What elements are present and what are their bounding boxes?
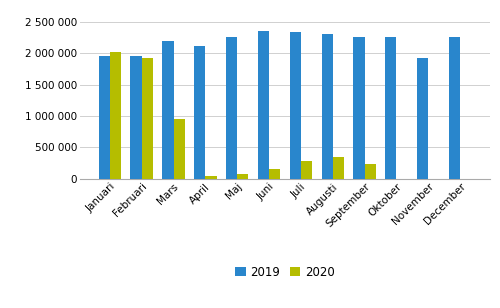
Bar [269, 169, 280, 179]
Bar [333, 157, 344, 179]
Bar [258, 31, 269, 179]
Bar [364, 164, 376, 179]
Bar [290, 32, 301, 179]
Bar [237, 174, 248, 179]
Bar [206, 176, 216, 179]
Bar [174, 119, 184, 179]
Bar [322, 34, 333, 179]
Bar [110, 52, 121, 179]
Bar [194, 46, 205, 179]
Bar [386, 38, 396, 179]
Bar [354, 37, 364, 179]
Bar [98, 56, 110, 179]
Bar [130, 56, 141, 179]
Bar [449, 37, 460, 179]
Bar [162, 41, 173, 179]
Bar [301, 161, 312, 179]
Bar [142, 58, 153, 179]
Legend: 2019, 2020: 2019, 2020 [235, 266, 335, 279]
Bar [226, 37, 237, 179]
Bar [417, 58, 428, 179]
